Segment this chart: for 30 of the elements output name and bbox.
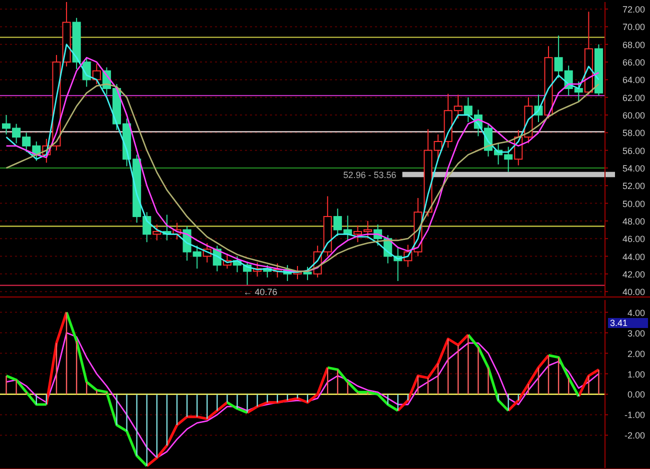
- band-label: 52.96 - 53.56: [343, 170, 396, 180]
- y-tick-label: 4.00: [627, 308, 645, 318]
- y-tick-label: 68.00: [622, 40, 645, 50]
- y-tick-label: 66.00: [622, 58, 645, 68]
- y-tick-label: 42.00: [622, 269, 645, 280]
- text: 3.41: [610, 318, 628, 328]
- y-tick-label: 1.00: [627, 369, 645, 380]
- y-tick-label: 60.00: [622, 110, 645, 121]
- y-tick-label: 2.00: [627, 348, 645, 359]
- y-tick-label: 72.00: [622, 4, 645, 15]
- y-tick-label: 54.00: [622, 163, 645, 174]
- y-tick-label: 3.00: [627, 328, 645, 338]
- y-tick-label: -1.00: [624, 410, 645, 420]
- y-tick-label: 58.00: [622, 128, 645, 138]
- line-series: [6, 332, 600, 458]
- y-tick-label: 48.00: [622, 216, 645, 226]
- y-tick-label: -2.00: [624, 430, 645, 441]
- y-tick-label: 64.00: [622, 75, 645, 86]
- candlestick: [152, 224, 162, 241]
- y-tick-label: 56.00: [622, 146, 645, 156]
- candlestick: [303, 266, 312, 281]
- y-tick-label: 50.00: [622, 198, 645, 209]
- y-tick-label: 44.00: [622, 252, 645, 262]
- y-tick-label: 40.00: [622, 287, 645, 298]
- y-tick-label: 0.00: [627, 390, 645, 400]
- y-tick-label: 62.00: [622, 92, 645, 103]
- y-tick-label: 46.00: [622, 234, 645, 244]
- y-tick-label: 52.00: [622, 181, 645, 192]
- y-tick-label: 70.00: [622, 22, 645, 32]
- annotation: ← 40.76: [243, 286, 278, 297]
